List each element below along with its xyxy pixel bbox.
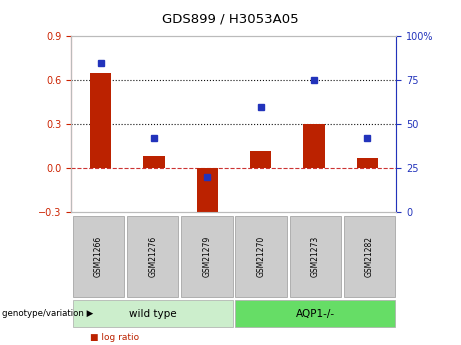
Bar xyxy=(356,158,378,168)
Bar xyxy=(250,150,271,168)
Text: ■ log ratio: ■ log ratio xyxy=(90,333,139,342)
Text: genotype/variation ▶: genotype/variation ▶ xyxy=(2,309,94,318)
Bar xyxy=(197,168,218,218)
Text: GSM21270: GSM21270 xyxy=(256,236,266,277)
Text: GSM21279: GSM21279 xyxy=(202,236,212,277)
Bar xyxy=(90,73,112,168)
Text: GSM21266: GSM21266 xyxy=(94,236,103,277)
Text: wild type: wild type xyxy=(129,309,177,318)
Text: GSM21276: GSM21276 xyxy=(148,236,157,277)
Text: GSM21282: GSM21282 xyxy=(365,236,374,277)
Bar xyxy=(143,156,165,168)
Text: AQP1-/-: AQP1-/- xyxy=(296,309,335,318)
Text: GDS899 / H3053A05: GDS899 / H3053A05 xyxy=(162,12,299,25)
Bar xyxy=(303,124,325,168)
Text: GSM21273: GSM21273 xyxy=(311,236,320,277)
